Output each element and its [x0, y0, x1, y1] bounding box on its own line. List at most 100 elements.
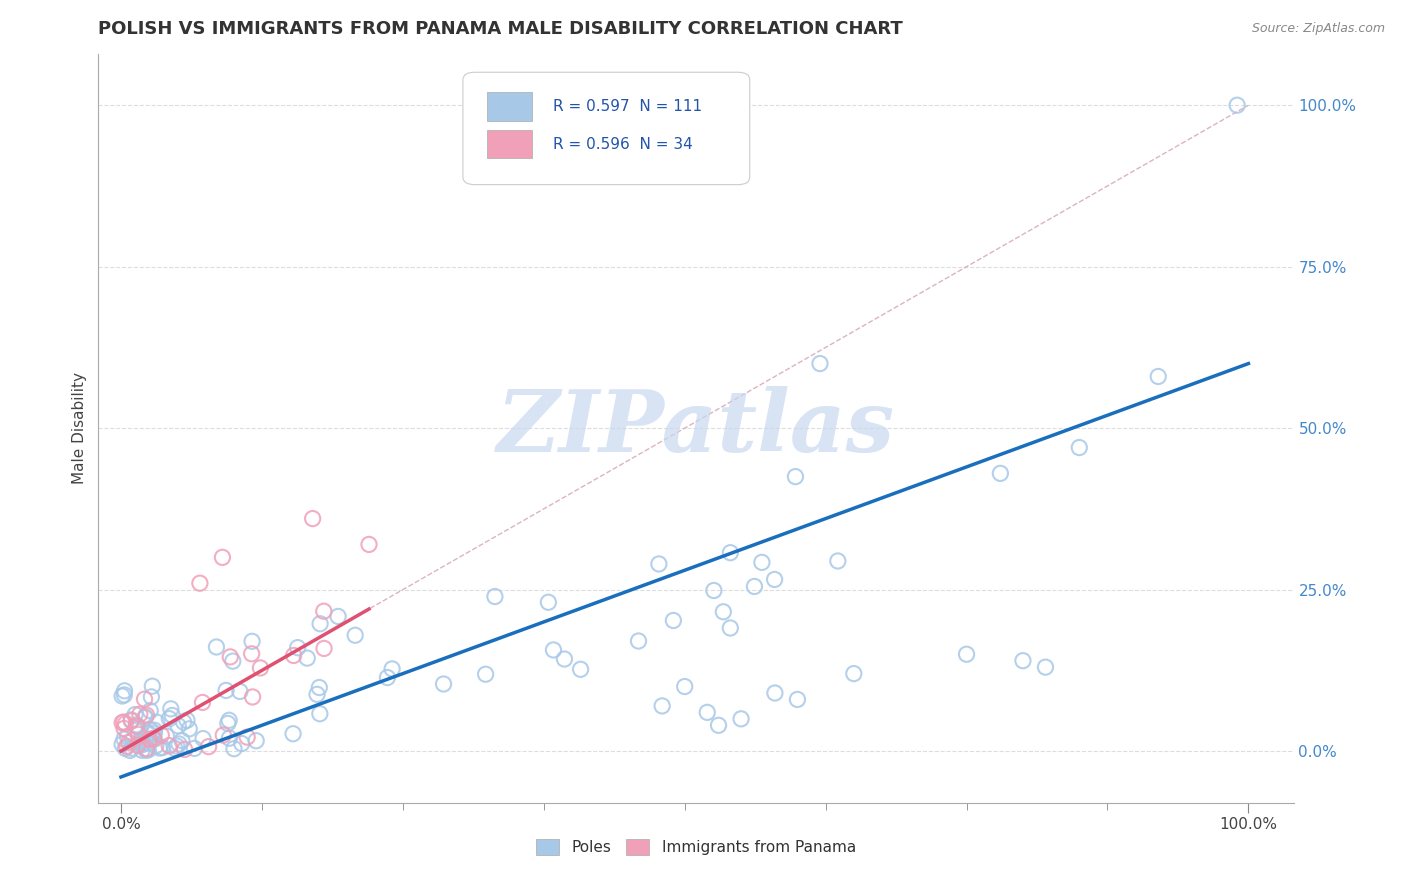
Point	[135, 708, 157, 723]
Point	[131, 737, 153, 751]
Point	[673, 680, 696, 694]
Point	[157, 712, 180, 726]
Point	[121, 732, 143, 747]
Point	[240, 634, 263, 648]
Point	[730, 712, 752, 726]
Point	[344, 628, 367, 642]
Point	[188, 576, 211, 591]
Point	[136, 736, 159, 750]
Point	[718, 546, 741, 560]
Point	[112, 714, 135, 729]
Point	[696, 706, 718, 720]
Point	[1012, 654, 1035, 668]
Point	[120, 713, 142, 727]
Point	[150, 740, 173, 755]
Point	[135, 732, 157, 747]
Point	[138, 732, 160, 747]
Point	[141, 690, 163, 704]
Point	[125, 718, 148, 732]
Point	[148, 741, 170, 756]
Point	[215, 683, 238, 698]
Point	[309, 616, 332, 631]
Point	[135, 743, 157, 757]
Point	[131, 738, 153, 752]
Point	[627, 634, 650, 648]
Point	[212, 728, 235, 742]
FancyBboxPatch shape	[486, 130, 533, 159]
Point	[785, 469, 807, 483]
Point	[703, 583, 725, 598]
Point	[115, 739, 138, 754]
Point	[160, 702, 183, 716]
Point	[808, 357, 831, 371]
Point	[145, 739, 167, 753]
Point	[297, 651, 319, 665]
Point	[308, 681, 330, 695]
Point	[114, 741, 136, 756]
Point	[218, 713, 240, 727]
Point	[990, 467, 1012, 481]
Point	[131, 743, 153, 757]
Point	[124, 723, 146, 738]
Point	[127, 727, 149, 741]
Text: ZIPatlas: ZIPatlas	[496, 386, 896, 470]
Point	[127, 738, 149, 752]
Point	[170, 733, 193, 747]
Point	[707, 718, 730, 732]
Point	[377, 671, 399, 685]
Point	[301, 511, 323, 525]
FancyBboxPatch shape	[486, 93, 533, 121]
Point	[179, 722, 201, 736]
Point	[167, 719, 190, 733]
Point	[183, 741, 205, 756]
Point	[1226, 98, 1249, 112]
Point	[114, 683, 136, 698]
Legend: Poles, Immigrants from Panama: Poles, Immigrants from Panama	[529, 831, 863, 863]
Point	[381, 662, 404, 676]
Point	[167, 737, 190, 751]
Point	[142, 731, 165, 746]
Point	[711, 605, 734, 619]
Point	[134, 711, 156, 725]
Point	[281, 727, 304, 741]
Point	[217, 716, 239, 731]
Point	[136, 743, 159, 757]
Y-axis label: Male Disability: Male Disability	[72, 372, 87, 484]
Point	[308, 706, 330, 721]
Point	[111, 715, 134, 730]
Point	[242, 690, 264, 704]
Point	[240, 647, 263, 661]
Point	[249, 661, 271, 675]
Point	[124, 707, 146, 722]
Point	[162, 708, 184, 723]
Point	[1069, 441, 1091, 455]
Point	[191, 696, 214, 710]
Point	[111, 689, 134, 703]
Point	[553, 652, 575, 666]
Point	[120, 714, 142, 728]
Point	[134, 710, 156, 724]
Point	[484, 590, 506, 604]
Point	[127, 720, 149, 734]
Point	[134, 692, 156, 706]
Point	[121, 741, 143, 756]
Point	[786, 692, 808, 706]
Point	[543, 643, 565, 657]
Point	[129, 735, 152, 749]
Point	[112, 732, 135, 747]
Point	[222, 654, 245, 668]
Point	[135, 741, 157, 756]
Point	[763, 686, 786, 700]
Point	[718, 621, 741, 635]
Point	[197, 739, 219, 754]
Point	[662, 614, 685, 628]
Point	[283, 648, 305, 663]
Point	[827, 554, 849, 568]
Point	[312, 641, 335, 656]
Point	[537, 595, 560, 609]
Point	[163, 741, 186, 756]
Text: R = 0.597  N = 111: R = 0.597 N = 111	[553, 99, 702, 114]
Point	[136, 743, 159, 757]
Point	[141, 731, 163, 746]
Point	[312, 604, 335, 618]
